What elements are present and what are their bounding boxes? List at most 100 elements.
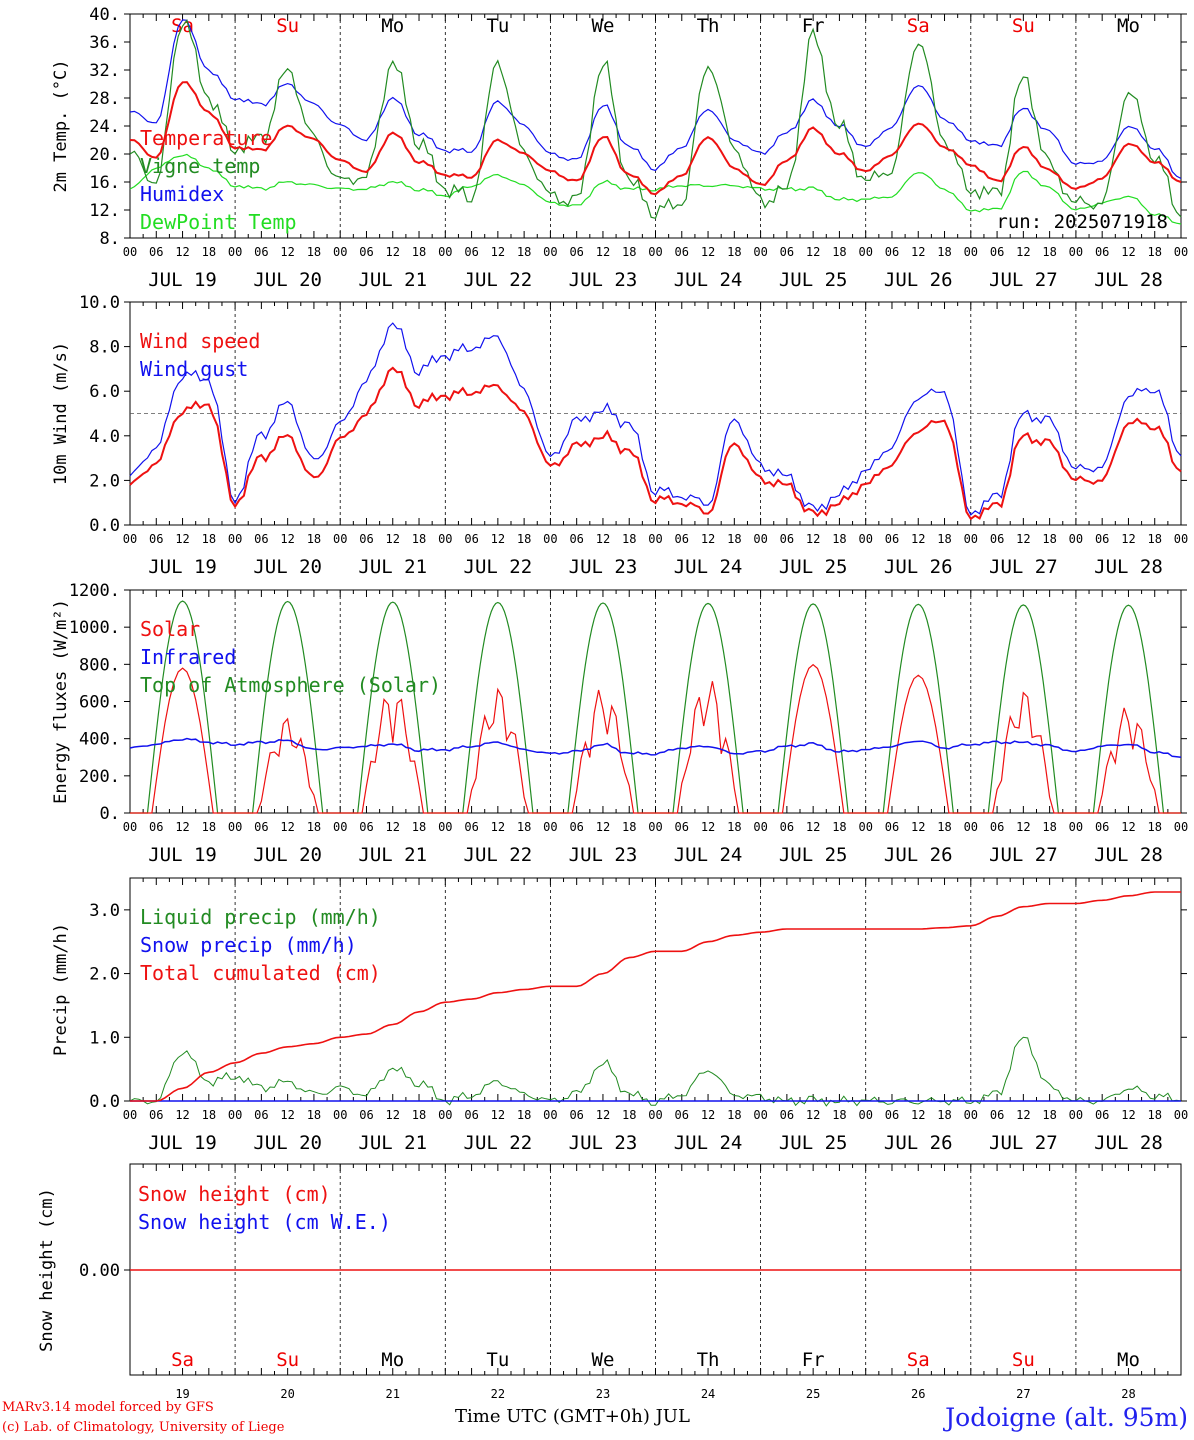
weekday-label-bottom: Sa <box>907 1349 930 1371</box>
day-label: JUL 21 <box>358 269 427 291</box>
hour-tick-label: 18 <box>622 532 636 546</box>
hour-tick-label: 18 <box>517 1108 531 1122</box>
hour-tick-label: 06 <box>464 532 478 546</box>
hour-tick-label: 00 <box>228 532 242 546</box>
hour-tick-label: 06 <box>464 245 478 259</box>
hour-tick-label: 12 <box>701 245 715 259</box>
day-label: JUL 20 <box>253 844 322 866</box>
model-credit: MARv3.14 model forced by GFS <box>2 1400 214 1415</box>
day-label: JUL 22 <box>464 556 533 578</box>
day-label: JUL 21 <box>358 1132 427 1154</box>
y-tick-label: 0.00 <box>79 1261 120 1281</box>
hour-tick-label: 00 <box>753 245 767 259</box>
day-label: JUL 26 <box>884 269 953 291</box>
y-tick-label: 12. <box>89 201 120 221</box>
hour-tick-label: 12 <box>1016 1108 1030 1122</box>
hour-tick-label: 18 <box>622 245 636 259</box>
day-label: JUL 25 <box>779 844 848 866</box>
hour-tick-label: 00 <box>964 1108 978 1122</box>
day-number: 22 <box>491 1387 505 1401</box>
weekday-label: We <box>592 15 615 37</box>
y-axis-title-2: 10m Wind (m/s) <box>51 342 71 485</box>
hour-tick-label: 06 <box>780 1108 794 1122</box>
hour-tick-label: 00 <box>438 532 452 546</box>
hour-tick-label: 12 <box>175 532 189 546</box>
hour-tick-label: 06 <box>149 532 163 546</box>
y-tick-label: 1000. <box>69 618 120 638</box>
day-label: JUL 28 <box>1094 269 1163 291</box>
hour-tick-label: 18 <box>517 532 531 546</box>
y-tick-label: 20. <box>89 145 120 165</box>
hour-tick-label: 18 <box>202 1108 216 1122</box>
y-tick-label: 40. <box>89 5 120 25</box>
series-liquid-precip <box>129 1036 1182 1107</box>
y-tick-label: 2.0 <box>89 471 120 491</box>
hour-tick-label: 12 <box>1121 245 1135 259</box>
hour-tick-label: 12 <box>701 1108 715 1122</box>
day-label: JUL 25 <box>779 1132 848 1154</box>
day-label: JUL 27 <box>989 556 1058 578</box>
hour-tick-label: 00 <box>438 245 452 259</box>
panel-frame-3 <box>129 589 1182 814</box>
day-label: JUL 27 <box>989 269 1058 291</box>
hour-tick-label: 06 <box>675 532 689 546</box>
hour-tick-label: 06 <box>359 1108 373 1122</box>
weekday-label-bottom: Su <box>276 1349 299 1371</box>
hour-tick-label: 06 <box>149 820 163 834</box>
legend-liquid-precip-mm-h-: Liquid precip (mm/h) <box>140 905 381 929</box>
hour-tick-label: 00 <box>123 532 137 546</box>
hour-tick-label: 06 <box>569 245 583 259</box>
hour-tick-label: 00 <box>543 532 557 546</box>
y-tick-label: 0. <box>100 804 120 824</box>
day-label: JUL 26 <box>884 556 953 578</box>
hour-tick-label: 18 <box>727 820 741 834</box>
y-axis-title-3: Energy fluxes (W/m²) <box>51 599 71 804</box>
hour-tick-label: 18 <box>1147 532 1161 546</box>
legend-solar: Solar <box>140 617 200 641</box>
y-tick-label: 1200. <box>69 581 120 601</box>
hour-tick-label: 12 <box>701 820 715 834</box>
day-label: JUL 19 <box>148 269 217 291</box>
y-axis-title-5: Snow height (cm) <box>37 1188 57 1352</box>
hour-tick-label: 18 <box>832 1108 846 1122</box>
weekday-label: Mo <box>1117 15 1140 37</box>
y-tick-label: 6.0 <box>89 382 120 402</box>
hour-tick-label: 18 <box>832 245 846 259</box>
day-number: 23 <box>596 1387 610 1401</box>
hour-tick-label: 00 <box>543 1108 557 1122</box>
hour-tick-label: 00 <box>648 532 662 546</box>
hour-tick-label: 12 <box>280 1108 294 1122</box>
legend-dewpoint-temp: DewPoint Temp <box>140 210 297 234</box>
day-label: JUL 27 <box>989 844 1058 866</box>
hour-tick-label: 18 <box>727 532 741 546</box>
legend-infrared: Infrared <box>140 645 236 669</box>
day-label: JUL 20 <box>253 1132 322 1154</box>
y-tick-label: 1.0 <box>89 1028 120 1048</box>
hour-tick-label: 06 <box>254 820 268 834</box>
day-label: JUL 24 <box>674 556 743 578</box>
weekday-label: Th <box>697 15 720 37</box>
hour-tick-label: 18 <box>307 1108 321 1122</box>
hour-tick-label: 00 <box>1069 245 1083 259</box>
legend-wind-gust: Wind gust <box>140 357 248 381</box>
hour-tick-label: 06 <box>359 820 373 834</box>
hour-tick-label: 12 <box>280 820 294 834</box>
hour-tick-label: 00 <box>753 1108 767 1122</box>
hour-tick-label: 00 <box>333 1108 347 1122</box>
hour-tick-label: 12 <box>491 532 505 546</box>
day-label: JUL 22 <box>464 1132 533 1154</box>
hour-tick-label: 00 <box>543 820 557 834</box>
hour-tick-label: 18 <box>727 1108 741 1122</box>
weekday-label: Fr <box>802 15 825 37</box>
hour-tick-label: 18 <box>412 820 426 834</box>
hour-tick-label: 06 <box>569 1108 583 1122</box>
weekday-label-bottom: Fr <box>802 1349 825 1371</box>
hour-tick-label: 06 <box>780 245 794 259</box>
hour-tick-label: 06 <box>990 820 1004 834</box>
hour-tick-label: 18 <box>202 245 216 259</box>
hour-tick-label: 18 <box>1147 245 1161 259</box>
day-label: JUL 25 <box>779 269 848 291</box>
series-temperature <box>129 81 1182 196</box>
hour-tick-label: 18 <box>1147 1108 1161 1122</box>
